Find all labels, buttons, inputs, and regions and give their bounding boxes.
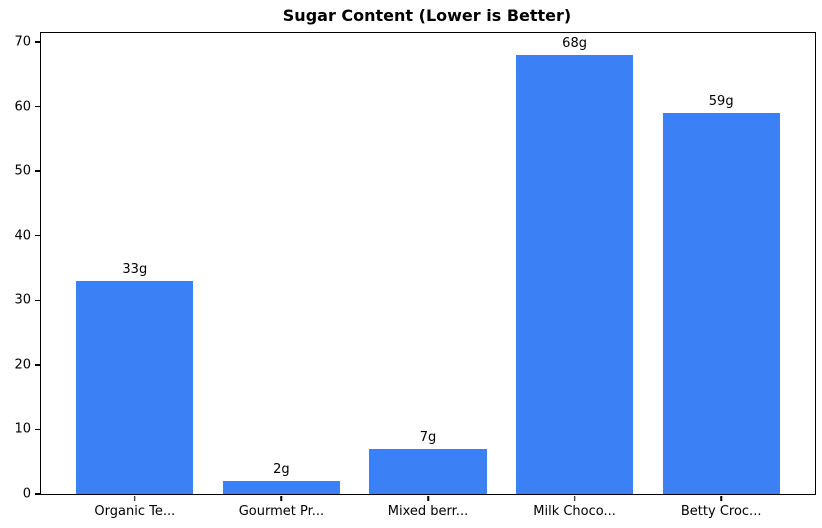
y-axis-tick-mark [34,234,40,237]
x-axis-tick-label: Organic Te... [94,504,176,519]
chart-title: Sugar Content (Lower is Better) [282,6,572,25]
x-axis-tick-mark [280,495,283,501]
bar [515,54,634,494]
x-axis-tick-label: Mixed berr... [387,504,469,519]
bar-value-label: 59g [708,94,734,110]
y-axis-tick-label: 70 [14,34,31,50]
y-axis-tick-mark [34,364,40,366]
x-axis-tick-mark [427,495,429,501]
x-axis-tick-mark [134,495,136,501]
bar-value-label: 2g [273,462,290,478]
y-axis-tick-label: 10 [14,421,31,437]
bar [76,280,194,494]
y-axis-tick-label: 30 [14,292,31,308]
y-axis-tick-label: 20 [14,357,31,373]
x-axis-tick-label: Milk Choco... [533,504,616,519]
y-axis-tick-mark [34,105,40,108]
y-axis-tick-label: 50 [14,163,31,179]
bar [369,448,487,494]
bar-value-label: 33g [122,261,148,277]
y-axis-tick-mark [34,170,40,172]
y-axis-tick-mark [34,428,40,431]
y-axis-tick-label: 0 [22,486,31,502]
x-axis-tick-label: Betty Croc... [680,504,762,519]
x-axis-tick-label: Gourmet Pr... [238,504,325,519]
bar-value-label: 68g [562,35,587,51]
bar [222,481,341,494]
x-axis-tick-mark [720,495,722,501]
y-axis-tick-mark [34,493,40,495]
x-axis-tick-mark [573,495,576,501]
y-axis-tick-mark [34,41,40,43]
y-axis-tick-label: 60 [14,99,31,115]
plot-area: 0 10 20 30 40 50 60 70 33g Organic Te... 2g Gourmet… [14,32,816,519]
bar [662,113,780,494]
y-axis-tick-mark [34,299,40,302]
y-axis-tick-label: 40 [14,228,31,244]
bar-value-label: 7g [419,429,437,445]
